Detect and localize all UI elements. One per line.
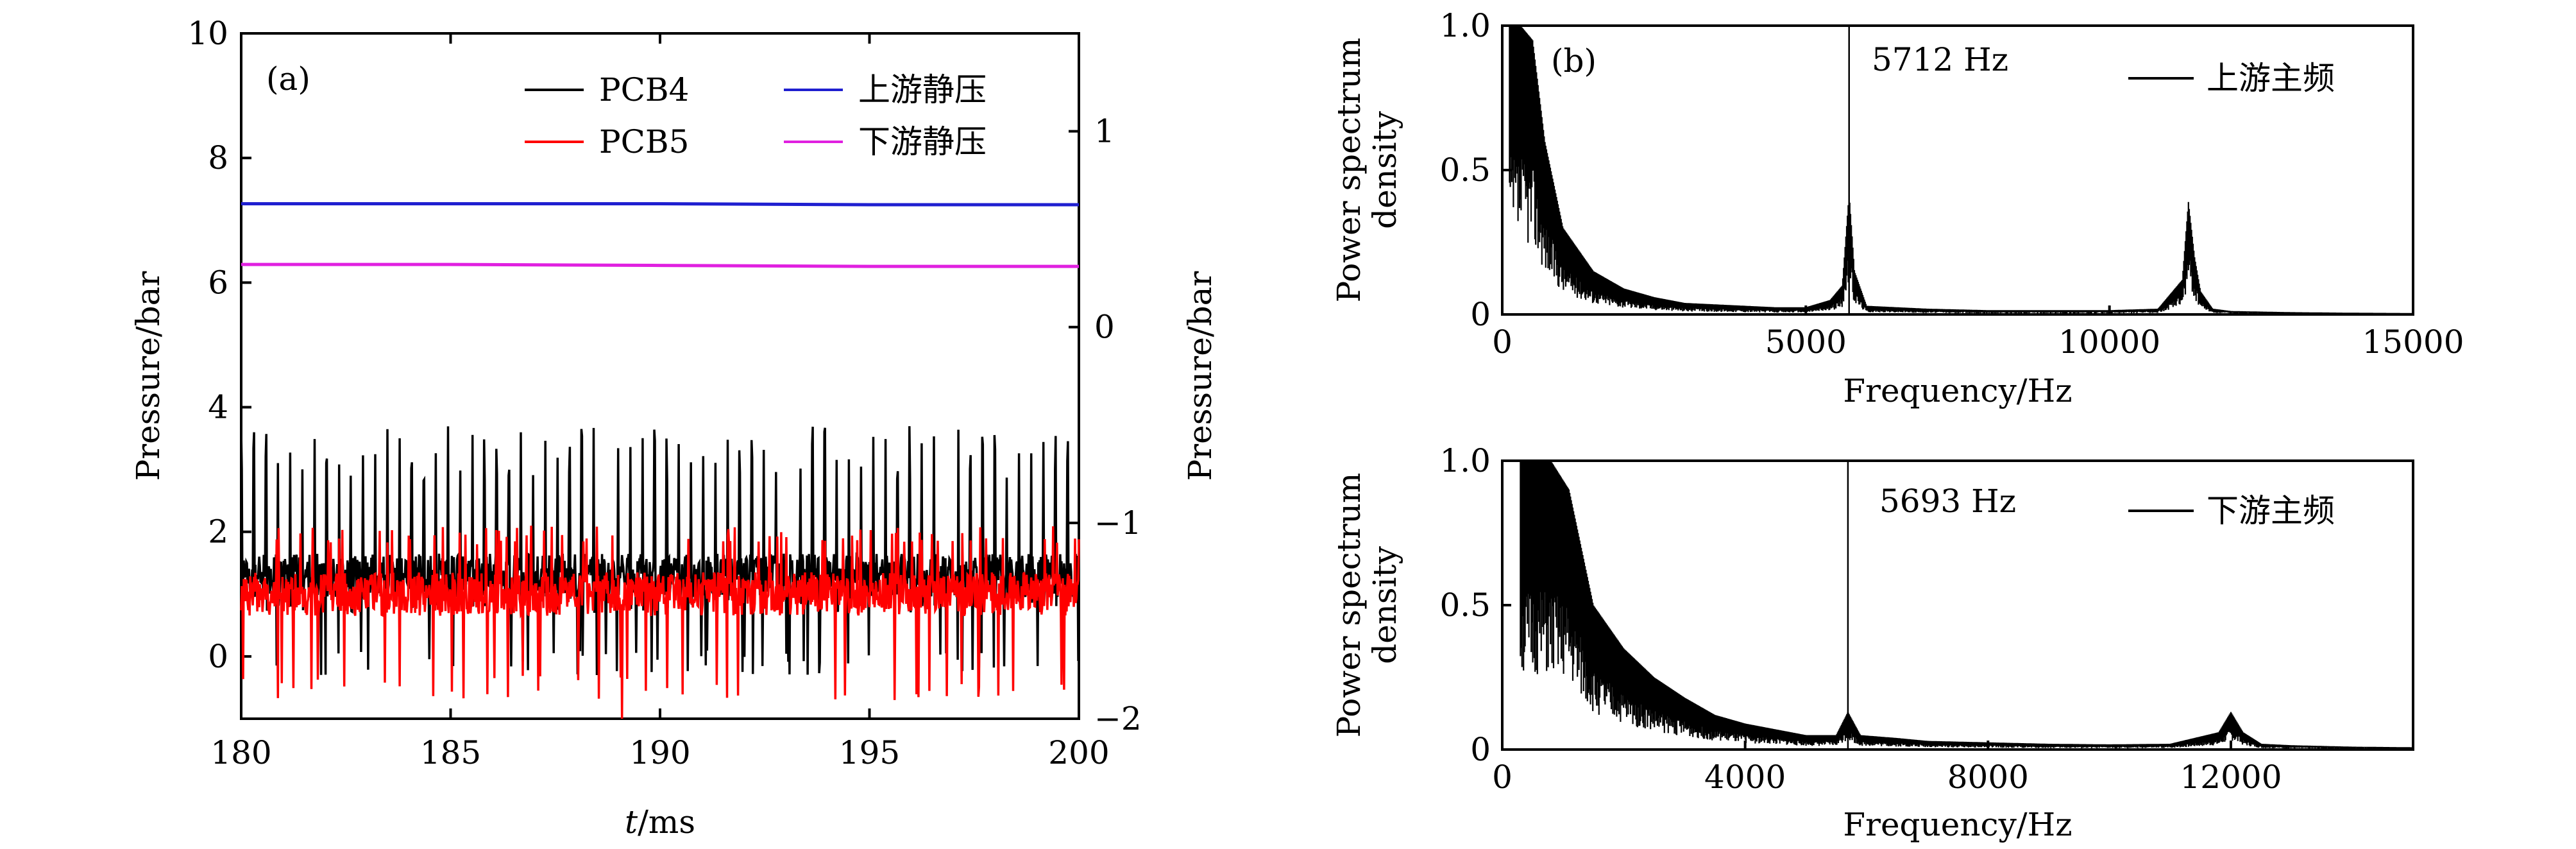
legend-label-downstream-static: 下游静压 xyxy=(858,123,987,160)
y2-tick-label: 1 xyxy=(1094,113,1115,150)
y-tick-label: 1.0 xyxy=(1439,442,1491,479)
series-line-downstream-static xyxy=(241,262,1079,268)
y2-tick-label: −1 xyxy=(1094,504,1142,542)
panel-a-y-axis-label: Pressure/bar xyxy=(130,271,167,481)
y-tick-label: 2 xyxy=(208,513,228,551)
panel-a-y2-ticks: −2 −1 0 1 xyxy=(1069,113,1142,737)
x-tick-label: 0 xyxy=(1492,759,1513,796)
y-tick-label: 4 xyxy=(208,389,228,426)
y-tick-label: 0.5 xyxy=(1439,151,1491,189)
x-tick-label: 4000 xyxy=(1704,759,1786,796)
x-tick-label: 185 xyxy=(420,734,481,771)
series-line-pcb5 xyxy=(240,526,1080,719)
panel-b-top-x-ticks: 0 5000 10000 15000 xyxy=(1492,305,2464,361)
panel-a-x-axis-label-var: t xyxy=(625,803,638,841)
legend-label-upstream-main-freq: 上游主频 xyxy=(2207,60,2335,97)
panel-b-bottom-y-axis-label-line1: Power spectrum xyxy=(1330,473,1368,738)
panel-b-top-peak-annotation: 5712 Hz xyxy=(1872,41,2008,78)
y2-tick-label: −2 xyxy=(1094,700,1142,737)
panel-b-top-x-axis-label: Frequency/Hz xyxy=(1843,372,2072,409)
panel-b-top-plot-area xyxy=(1509,26,2414,314)
spectrum-trace xyxy=(1509,26,2414,314)
x-tick-label: 15000 xyxy=(2362,323,2464,361)
panel-b-top-y-axis-label-line2: density xyxy=(1366,110,1403,229)
y-tick-label: 10 xyxy=(187,15,228,52)
panel-a-x-ticks: 180 185 190 195 200 xyxy=(210,33,1110,771)
x-tick-label: 200 xyxy=(1048,734,1109,771)
legend-label-pcb5: PCB5 xyxy=(599,123,689,160)
x-tick-label: 0 xyxy=(1492,323,1513,361)
x-tick-label: 10000 xyxy=(2058,323,2160,361)
series-line-upstream-static xyxy=(241,202,1079,207)
x-tick-label: 12000 xyxy=(2180,759,2282,796)
x-tick-label: 5000 xyxy=(1765,323,1847,361)
panel-a-x-axis-label-unit: /ms xyxy=(638,803,695,841)
panel-b-bottom-y-axis-label-line2: density xyxy=(1366,545,1403,664)
panel-b-label: (b) xyxy=(1551,42,1597,80)
x-tick-label: 8000 xyxy=(1947,759,2029,796)
panel-a-x-axis-label: t/ms xyxy=(625,803,695,841)
panel-b-top-y-axis-label: Power spectrumdensity xyxy=(1330,38,1403,303)
panel-b-bottom-x-ticks: 0 4000 8000 12000 xyxy=(1492,741,2282,796)
y-tick-label: 8 xyxy=(208,139,228,176)
y-tick-label: 0 xyxy=(1470,731,1491,768)
panel-b-bottom-peak-annotation: 5693 Hz xyxy=(1879,483,2016,520)
panel-a-label: (a) xyxy=(266,60,310,98)
legend-label-upstream-static: 上游静压 xyxy=(858,71,987,108)
panel-a-y-ticks: 0 2 4 6 8 10 xyxy=(187,15,251,675)
y-tick-label: 0 xyxy=(1470,296,1491,333)
spectrum-trace xyxy=(1520,461,2414,749)
legend-label-pcb4: PCB4 xyxy=(599,71,689,108)
panel-b-downstream-spectrum: 0 4000 8000 12000 0 0.5 1.0 5693 Hz 下游主频 Freq… xyxy=(1330,442,2414,843)
legend-label-downstream-main-freq: 下游主频 xyxy=(2207,492,2335,529)
y-tick-label: 1.0 xyxy=(1439,7,1491,44)
panel-b-bottom-y-ticks: 0 0.5 1.0 xyxy=(1439,442,1511,768)
y2-tick-label: 0 xyxy=(1094,309,1115,346)
y-tick-label: 0 xyxy=(208,638,228,675)
panel-a-plot-area xyxy=(240,202,1080,719)
panel-b-bottom-x-axis-label: Frequency/Hz xyxy=(1843,806,2072,843)
panel-a-legend: PCB4 PCB5 上游静压 下游静压 xyxy=(525,71,987,160)
panel-b-upstream-spectrum: 0 5000 10000 15000 0 0.5 1.0 (b) 5712 Hz 上游主频… xyxy=(1330,7,2464,409)
y-tick-label: 6 xyxy=(208,264,228,301)
panel-b-top-y-ticks: 0 0.5 1.0 xyxy=(1439,7,1511,333)
x-tick-label: 195 xyxy=(839,734,900,771)
y-tick-label: 0.5 xyxy=(1439,587,1491,624)
panel-b-bottom-plot-area xyxy=(1520,461,2414,750)
panel-a-y2-axis-label: Pressure/bar xyxy=(1182,271,1219,481)
panel-b-top-y-axis-label-line1: Power spectrum xyxy=(1330,38,1368,303)
x-tick-label: 180 xyxy=(210,734,271,771)
panel-b-bottom-y-axis-label: Power spectrumdensity xyxy=(1330,473,1403,738)
x-tick-label: 190 xyxy=(629,734,690,771)
